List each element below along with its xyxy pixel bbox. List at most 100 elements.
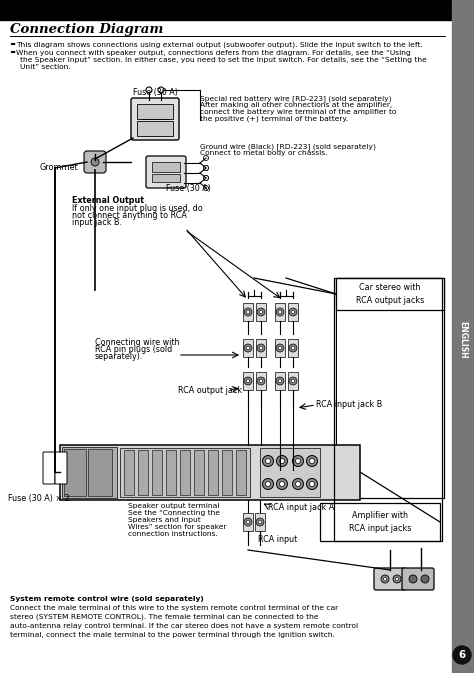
FancyBboxPatch shape: [146, 156, 186, 188]
Bar: [120, 448, 250, 497]
Circle shape: [244, 518, 252, 526]
Circle shape: [393, 575, 401, 583]
Bar: [138, 450, 148, 495]
Text: Unit” section.: Unit” section.: [20, 64, 71, 70]
Circle shape: [246, 520, 250, 524]
Text: Grommet: Grommet: [39, 162, 78, 172]
Circle shape: [244, 308, 252, 316]
Circle shape: [263, 456, 273, 466]
Text: Fuse (30 A) × 2: Fuse (30 A) × 2: [8, 494, 70, 503]
Circle shape: [246, 310, 250, 314]
Text: auto-antenna relay control terminal. If the car stereo does not have a system re: auto-antenna relay control terminal. If …: [10, 623, 358, 629]
Bar: [194, 450, 204, 495]
Circle shape: [421, 575, 429, 583]
Bar: [88, 449, 112, 496]
Bar: [64, 449, 86, 496]
Text: If only one input plug is used, do: If only one input plug is used, do: [72, 204, 203, 213]
Text: terminal, connect the male terminal to the power terminal through the ignition s: terminal, connect the male terminal to t…: [10, 632, 335, 638]
Text: input jack B.: input jack B.: [72, 218, 122, 227]
Bar: [166, 450, 176, 495]
Bar: [222, 450, 232, 495]
Circle shape: [278, 310, 282, 314]
Text: connect the battery wire terminal of the amplifier to: connect the battery wire terminal of the…: [200, 109, 396, 115]
Circle shape: [307, 479, 318, 489]
Circle shape: [409, 575, 417, 583]
Circle shape: [310, 458, 315, 464]
Circle shape: [280, 458, 284, 464]
Text: Special red battery wire [RD-223] (sold separately): Special red battery wire [RD-223] (sold …: [200, 95, 392, 102]
Bar: [275, 339, 285, 357]
Circle shape: [265, 481, 271, 487]
Circle shape: [91, 158, 99, 166]
Text: See the “Connecting the: See the “Connecting the: [128, 510, 220, 516]
Text: System remote control wire (sold separately): System remote control wire (sold separat…: [10, 596, 204, 602]
Text: 6: 6: [458, 650, 465, 660]
Circle shape: [383, 577, 386, 581]
Circle shape: [259, 379, 263, 383]
Circle shape: [307, 456, 318, 466]
Text: •: •: [12, 42, 17, 48]
Bar: [180, 450, 190, 495]
Text: the positive (+) terminal of the battery.: the positive (+) terminal of the battery…: [200, 116, 348, 122]
Bar: [152, 174, 180, 182]
Circle shape: [263, 479, 273, 489]
Text: RCA input jack A: RCA input jack A: [268, 503, 334, 512]
Circle shape: [292, 479, 303, 489]
Bar: [243, 513, 253, 531]
Bar: [255, 513, 265, 531]
Bar: [152, 162, 180, 172]
Text: RCA pin plugs (sold: RCA pin plugs (sold: [95, 345, 172, 354]
Circle shape: [257, 308, 265, 316]
Text: This diagram shows connections using external output (subwoofer output). Slide t: This diagram shows connections using ext…: [16, 42, 423, 48]
Text: Wires” section for speaker: Wires” section for speaker: [128, 524, 227, 530]
Circle shape: [310, 481, 315, 487]
Circle shape: [203, 186, 209, 190]
Text: Amplifier with
RCA input jacks: Amplifier with RCA input jacks: [349, 511, 411, 533]
Text: Connect the male terminal of this wire to the system remote control terminal of : Connect the male terminal of this wire t…: [10, 605, 338, 611]
Circle shape: [278, 346, 282, 350]
Circle shape: [203, 166, 209, 170]
Circle shape: [291, 346, 295, 350]
Circle shape: [203, 155, 209, 160]
Bar: [236, 450, 246, 495]
Circle shape: [276, 377, 284, 385]
Bar: [124, 450, 134, 495]
Circle shape: [291, 310, 295, 314]
Circle shape: [276, 456, 288, 466]
Circle shape: [256, 518, 264, 526]
Text: not connect anything to RCA: not connect anything to RCA: [72, 211, 187, 220]
FancyBboxPatch shape: [374, 568, 406, 590]
Text: Car stereo with
RCA output jacks: Car stereo with RCA output jacks: [356, 283, 424, 305]
FancyBboxPatch shape: [84, 151, 106, 173]
Text: Speaker output terminal: Speaker output terminal: [128, 503, 219, 509]
Text: ENGLISH: ENGLISH: [458, 321, 467, 359]
Circle shape: [289, 308, 297, 316]
Bar: [288, 303, 298, 321]
Circle shape: [278, 379, 282, 383]
Bar: [320, 503, 440, 541]
Circle shape: [203, 176, 209, 180]
Circle shape: [246, 346, 250, 350]
Circle shape: [146, 87, 152, 93]
Bar: [0, 0, 474, 20]
Circle shape: [453, 646, 471, 664]
Bar: [336, 278, 444, 498]
Bar: [208, 450, 218, 495]
Text: Fuse (30 A): Fuse (30 A): [166, 184, 211, 193]
Circle shape: [381, 575, 389, 583]
Circle shape: [259, 310, 263, 314]
Circle shape: [276, 344, 284, 352]
Circle shape: [257, 377, 265, 385]
Bar: [137, 121, 173, 136]
Circle shape: [280, 481, 284, 487]
Bar: [260, 448, 320, 497]
Bar: [243, 339, 253, 357]
Bar: [452, 0, 474, 673]
Bar: [137, 104, 173, 119]
Bar: [288, 339, 298, 357]
Text: connection instructions.: connection instructions.: [128, 531, 218, 537]
Text: stereo (SYSTEM REMOTE CONTROL). The female terminal can be connected to the: stereo (SYSTEM REMOTE CONTROL). The fema…: [10, 614, 319, 621]
Text: Connect to metal body or chassis.: Connect to metal body or chassis.: [200, 150, 328, 156]
Circle shape: [295, 458, 301, 464]
Circle shape: [292, 456, 303, 466]
